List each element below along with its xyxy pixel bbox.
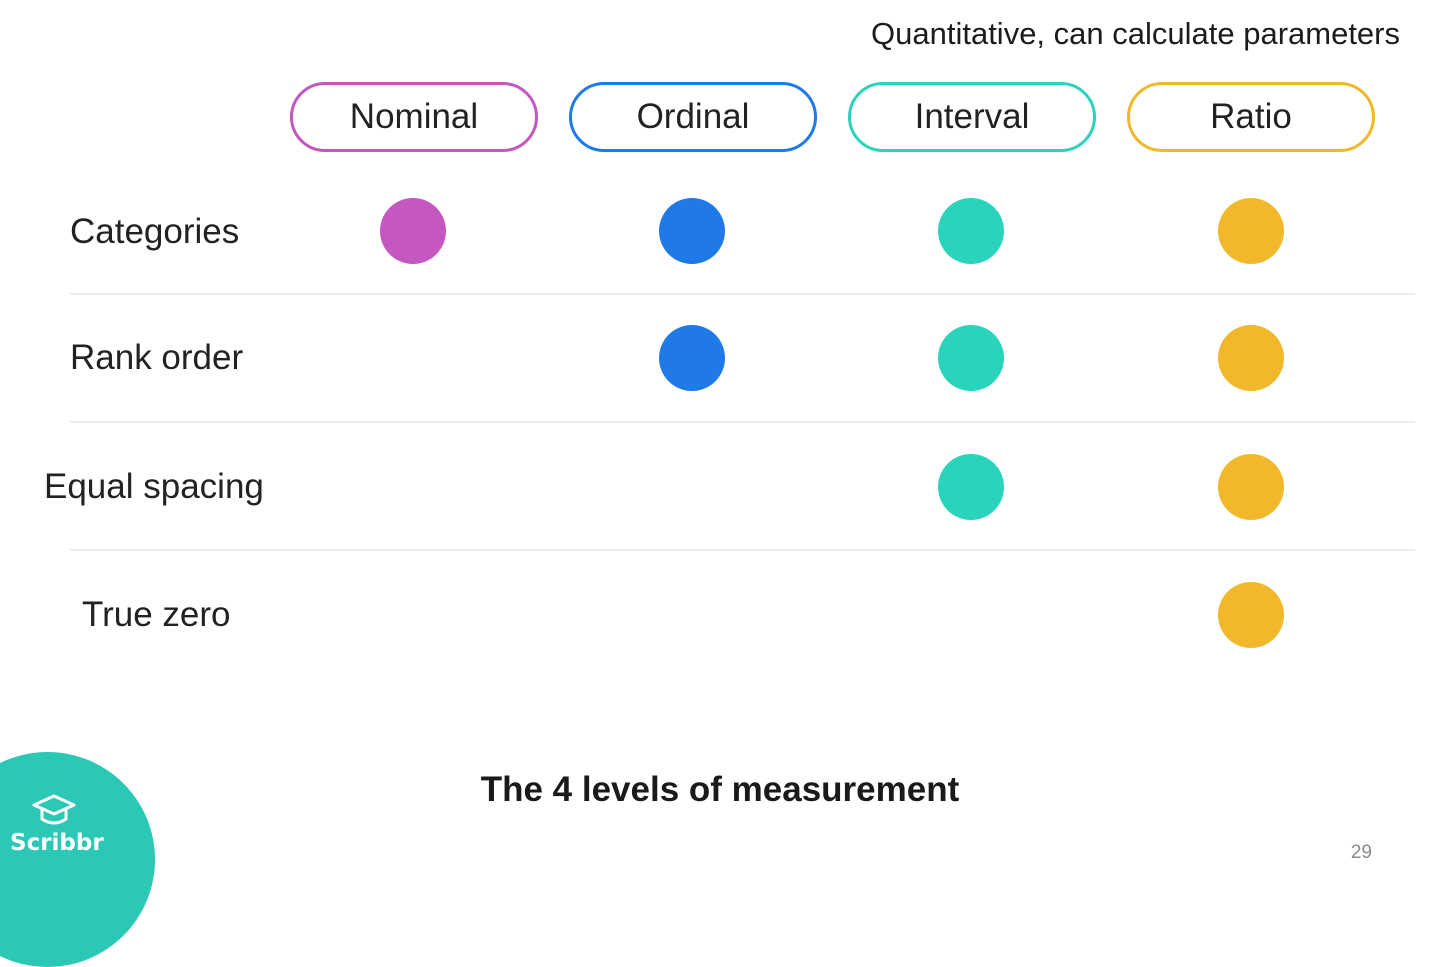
dot-equal-spacing-interval <box>938 454 1004 520</box>
dot-categories-ratio <box>1218 198 1284 264</box>
level-interval-pill: Interval <box>848 82 1096 152</box>
slide-caption: The 4 levels of measurement <box>480 770 960 809</box>
dot-categories-interval <box>938 198 1004 264</box>
level-ratio-pill: Ratio <box>1127 82 1375 152</box>
dot-true-zero-ratio <box>1218 582 1284 648</box>
property-categories-label: Categories <box>70 212 240 251</box>
dot-rank-order-ordinal <box>659 325 725 391</box>
dot-rank-order-ratio <box>1218 325 1284 391</box>
property-equal-spacing-label: Equal spacing <box>44 467 264 506</box>
row-divider <box>70 549 1415 551</box>
row-divider <box>70 421 1415 423</box>
dot-categories-nominal <box>380 198 446 264</box>
dot-equal-spacing-ratio <box>1218 454 1284 520</box>
property-rank-order-label: Rank order <box>70 338 244 377</box>
level-ordinal-pill: Ordinal <box>569 82 817 152</box>
dot-categories-ordinal <box>659 198 725 264</box>
dot-rank-order-interval <box>938 325 1004 391</box>
row-divider <box>70 293 1415 295</box>
page-number: 29 <box>1350 842 1372 863</box>
scribbr-logo-text: Scribbr <box>10 830 104 856</box>
property-true-zero-label: True zero <box>82 595 231 634</box>
quantitative-note: Quantitative, can calculate parameters <box>871 16 1400 51</box>
graduation-cap-icon <box>32 794 76 825</box>
level-nominal-pill: Nominal <box>290 82 538 152</box>
